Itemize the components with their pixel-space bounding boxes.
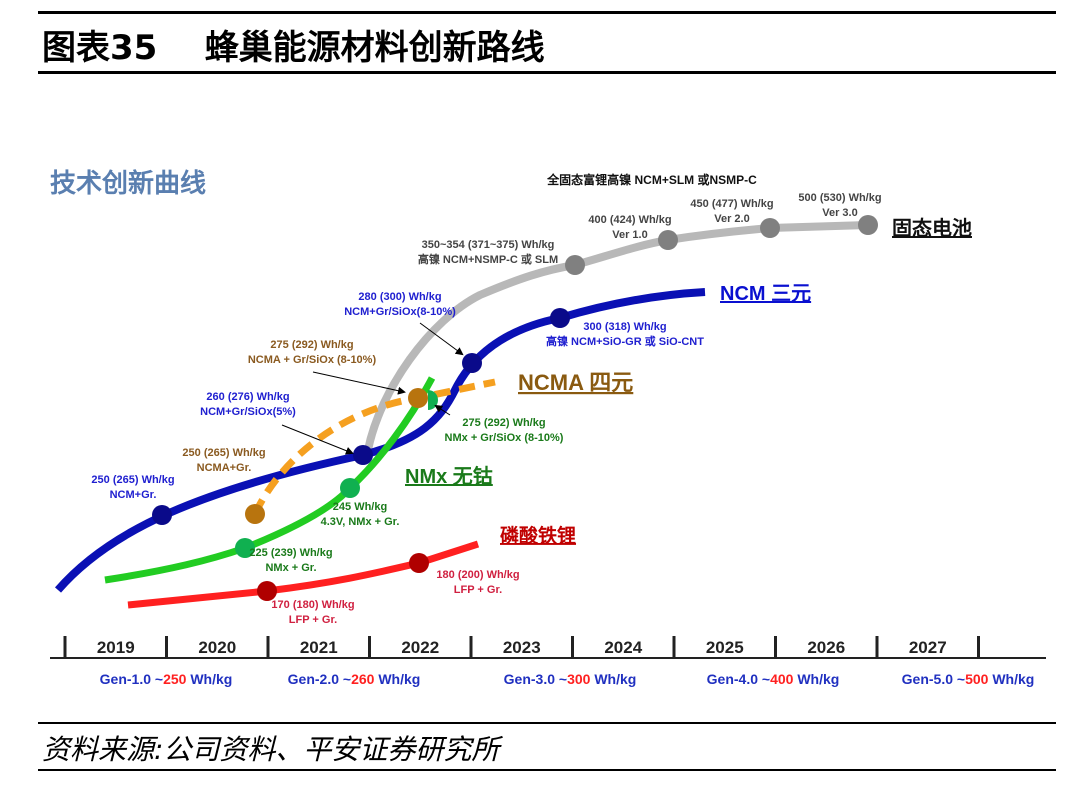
figure-title: 图表35 蜂巢能源材料创新路线 [42, 20, 545, 69]
milestone-labels: 350~354 (371~375) Wh/kg 高镍 NCM+NSMP-C 或 S… [91, 192, 881, 626]
nmx-dot [340, 478, 360, 498]
milestone-label: 280 (300) Wh/kg NCM+Gr/SiOx(8-10%) [344, 291, 456, 318]
generation-label: Gen-4.0 ~400 Wh/kg [707, 671, 840, 687]
milestone-label: 400 (424) Wh/kg Ver 1.0 [588, 214, 671, 241]
series-name-solid: 固态电池 [892, 216, 972, 240]
year-label: 2022 [401, 638, 439, 657]
milestone-label: 260 (276) Wh/kg NCM+Gr/SiOx(5%) [200, 391, 296, 418]
figure-number: 图表35 [42, 28, 158, 68]
year-label: 2027 [909, 638, 947, 657]
milestone-label: 300 (318) Wh/kg 高镍 NCM+SiO-GR 或 SiO-CNT [546, 321, 704, 348]
milestone-label: 275 (292) Wh/kg NCMA + Gr/SiOx (8-10%) [248, 339, 377, 366]
nmx-curve [104, 376, 436, 584]
generation-label: Gen-5.0 ~500 Wh/kg [902, 671, 1035, 687]
pointer-arrow [434, 404, 451, 416]
milestone-dots [152, 215, 878, 601]
series-name-ncm: NCM 三元 [720, 283, 811, 305]
milestone-label: 225 (239) Wh/kg NMx + Gr. [249, 547, 332, 574]
milestone-label: 250 (265) Wh/kg NCM+Gr. [91, 474, 174, 501]
pointer-arrow [419, 322, 464, 356]
milestone-label: 275 (292) Wh/kg NMx + Gr/SiOx (8-10%) [445, 417, 564, 444]
ncm-dot [550, 308, 570, 328]
lfp-dot [409, 553, 429, 573]
year-label: 2021 [300, 638, 338, 657]
solid-dot [760, 218, 780, 238]
solid-state-note: 全固态富锂高镍 NCM+SLM 或NSMP-C [546, 172, 757, 187]
solid-dot [565, 255, 585, 275]
source-note: 资料来源:公司资料、平安证券研究所 [42, 733, 500, 766]
diagram-subtitle: 技术创新曲线 [50, 168, 206, 198]
year-label: 2019 [97, 638, 135, 657]
year-label: 2024 [604, 638, 642, 657]
milestone-label: 250 (265) Wh/kg NCMA+Gr. [182, 447, 265, 474]
generation-labels: Gen-1.0 ~250 Wh/kg Gen-2.0 ~260 Wh/kg Gen-… [100, 671, 1035, 687]
figure-title-text: 蜂巢能源材料创新路线 [204, 28, 545, 68]
timeline-years: 2019 2020 2021 2022 2023 2024 2025 2026 2027 [97, 638, 947, 657]
nmx-dot [235, 538, 255, 558]
pointer-arrow [312, 371, 406, 395]
year-label: 2025 [706, 638, 744, 657]
timeline-ticks [63, 636, 980, 658]
generation-label: Gen-3.0 ~300 Wh/kg [504, 671, 637, 687]
year-label: 2020 [198, 638, 236, 657]
title-underline [38, 71, 1056, 74]
source-bottom-rule [38, 769, 1056, 771]
milestone-label: 350~354 (371~375) Wh/kg 高镍 NCM+NSMP-C 或 S… [418, 239, 558, 266]
source-top-rule [38, 722, 1056, 724]
milestone-label: 170 (180) Wh/kg LFP + Gr. [271, 599, 354, 626]
year-label: 2023 [503, 638, 541, 657]
milestone-label: 245 Wh/kg 4.3V, NMx + Gr. [321, 501, 400, 528]
solid-dot [858, 215, 878, 235]
year-label: 2026 [807, 638, 845, 657]
top-rule [38, 11, 1056, 14]
ncm-dot [462, 353, 482, 373]
series-name-ncma: NCMA 四元 [518, 370, 633, 395]
generation-label: Gen-2.0 ~260 Wh/kg [288, 671, 421, 687]
ncma-curve [251, 378, 496, 516]
solid-dot [658, 230, 678, 250]
ncm-dot [353, 445, 373, 465]
generation-label: Gen-1.0 ~250 Wh/kg [100, 671, 233, 687]
lfp-dot [257, 581, 277, 601]
milestone-label: 180 (200) Wh/kg LFP + Gr. [436, 569, 519, 596]
series-name-nmx: NMx 无钴 [405, 464, 493, 488]
series-name-lfp: 磷酸铁锂 [500, 524, 576, 547]
milestone-label: 500 (530) Wh/kg Ver 3.0 [798, 192, 881, 219]
pointer-arrow [281, 424, 354, 455]
ncma-dot [245, 504, 265, 524]
ncm-dot [152, 505, 172, 525]
ncma-dot [408, 388, 428, 408]
milestone-label: 450 (477) Wh/kg Ver 2.0 [690, 198, 773, 225]
